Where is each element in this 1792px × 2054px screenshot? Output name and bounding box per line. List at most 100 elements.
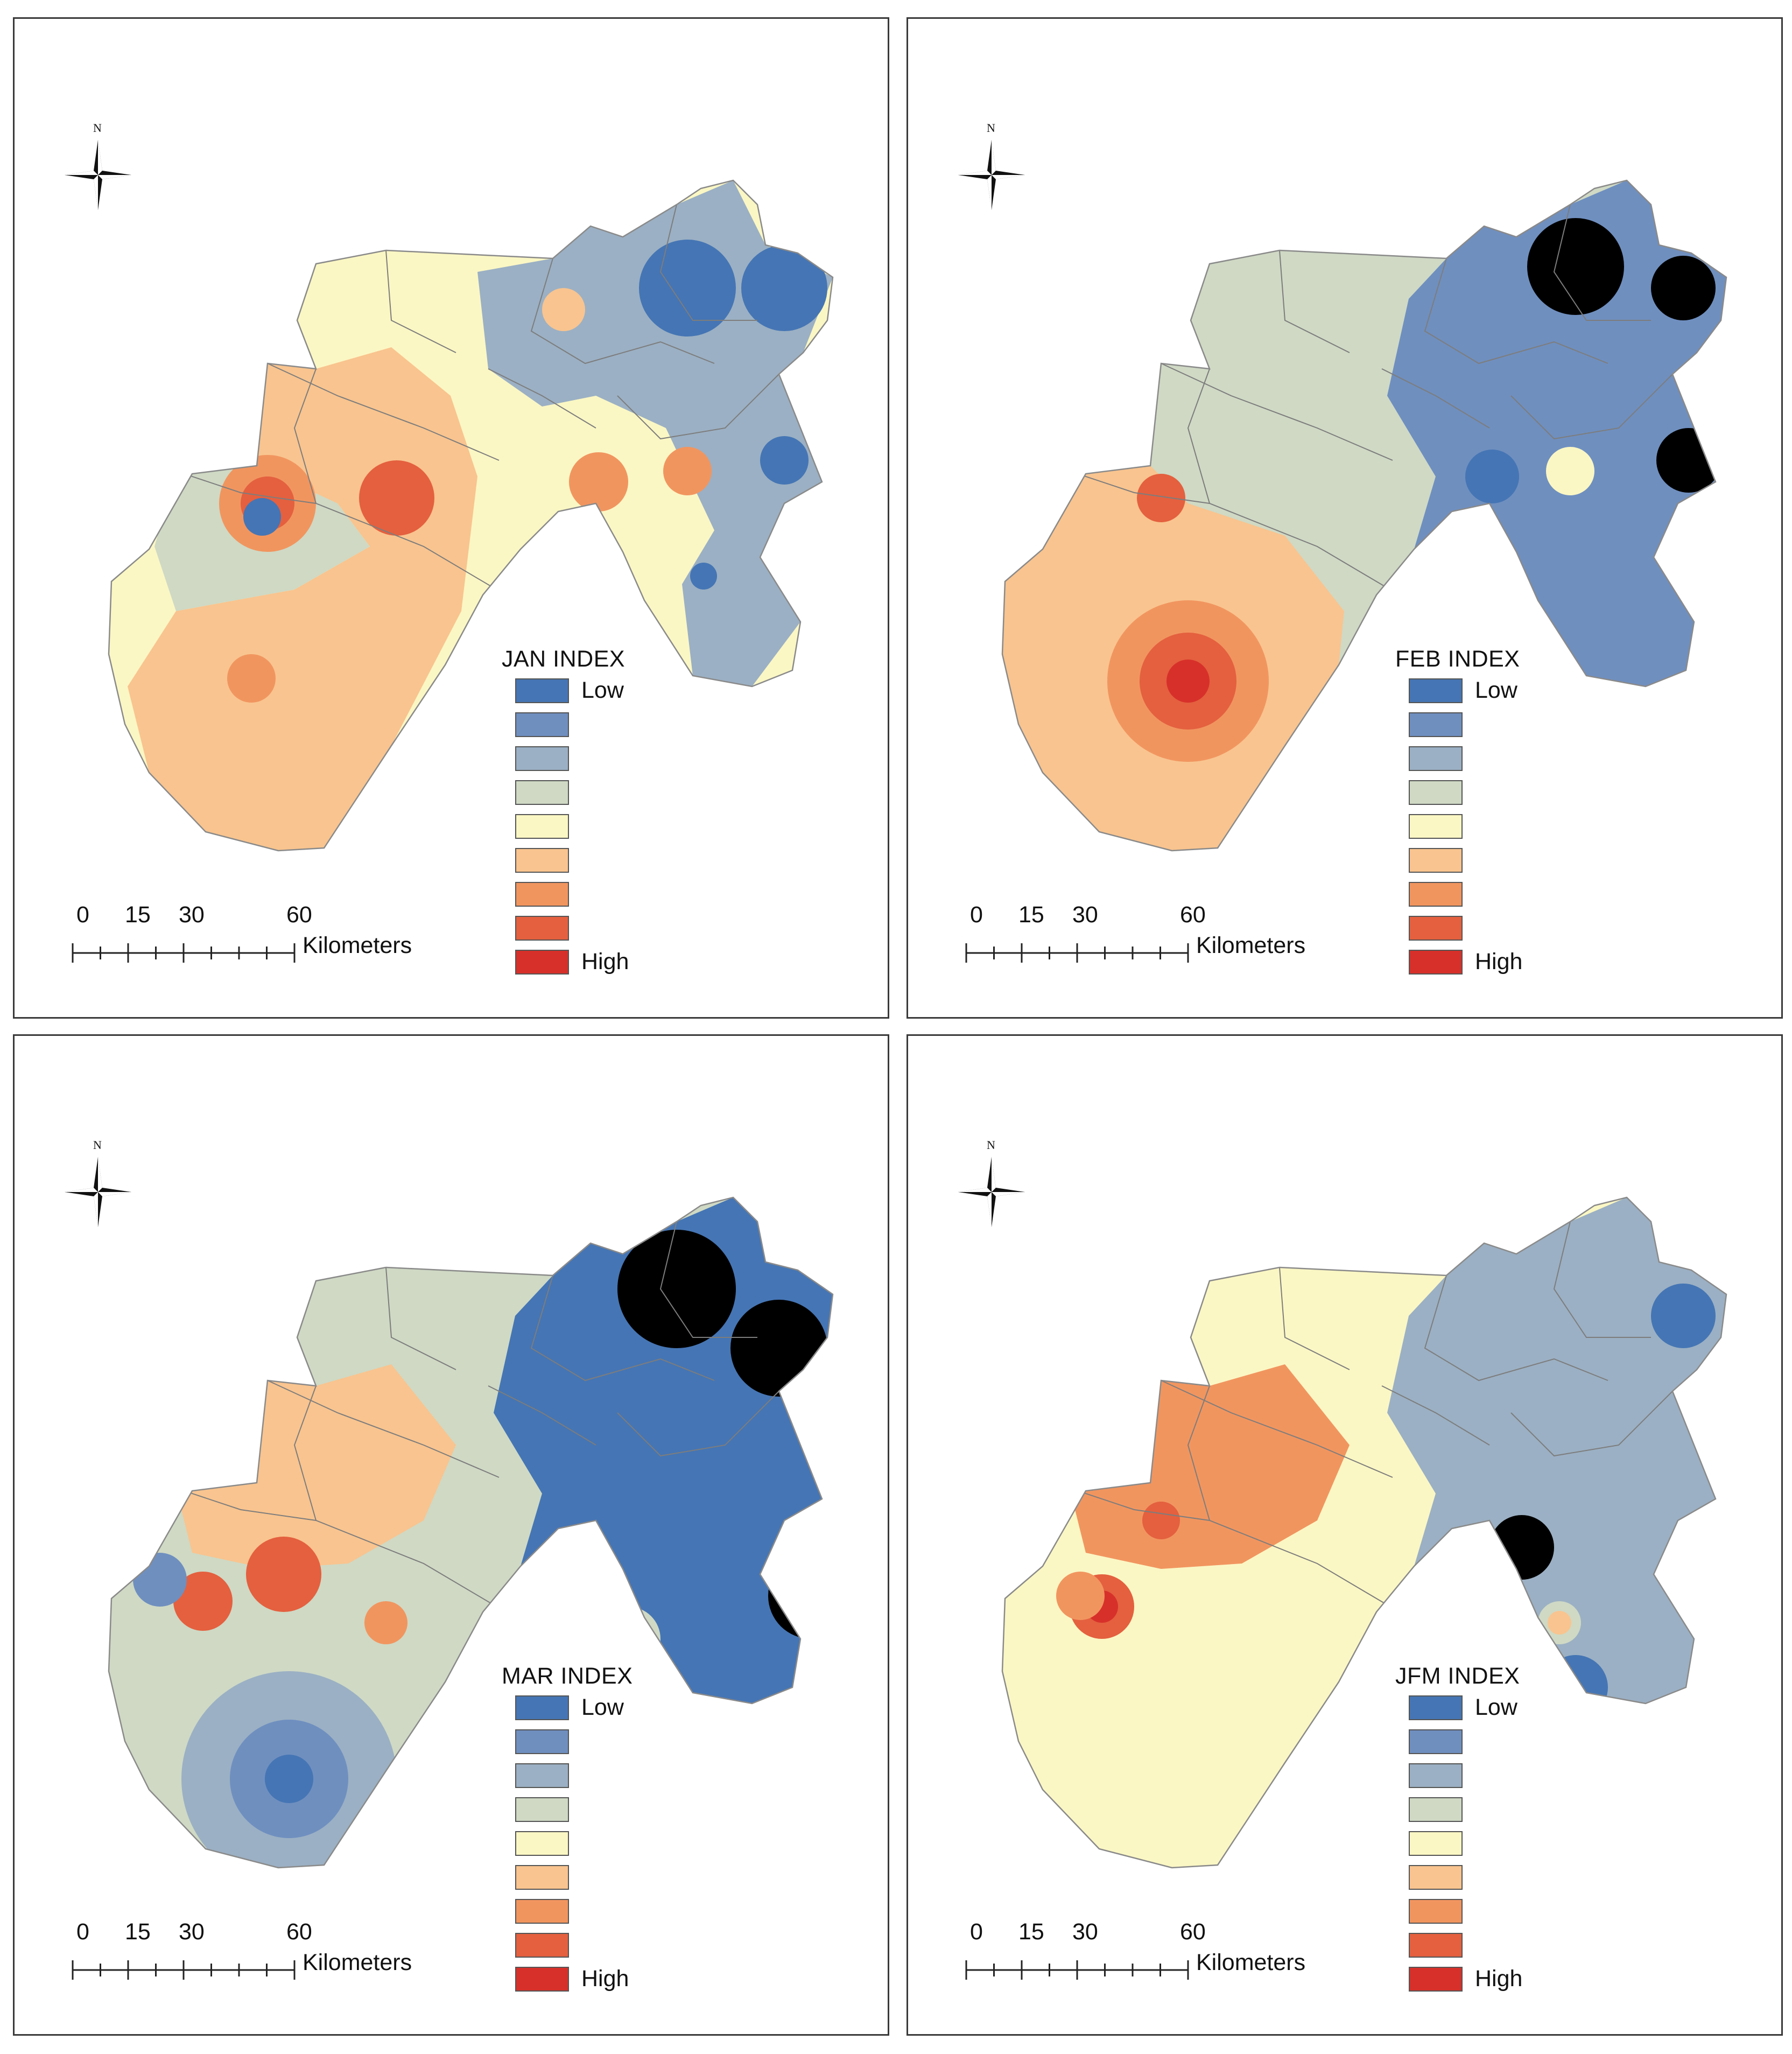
hotspot <box>133 1553 187 1607</box>
legend-swatch <box>1409 916 1463 941</box>
legend-item <box>1395 812 1638 846</box>
index-map <box>958 1157 1727 1980</box>
surface-layer <box>109 180 833 851</box>
scale-unit-label: Kilometers <box>1196 933 1306 958</box>
legend-item <box>1395 744 1638 778</box>
legend-item <box>1395 846 1638 880</box>
legend-low-label: Low <box>1475 1694 1517 1720</box>
hotspot <box>569 452 628 511</box>
hotspot <box>1527 218 1624 315</box>
legend-swatch <box>1409 678 1463 703</box>
legend-swatch <box>1409 950 1463 975</box>
hotspot <box>1548 1611 1571 1635</box>
legend-item <box>502 1761 744 1795</box>
admin-boundary <box>1553 1221 1651 1338</box>
legend-low-label: Low <box>581 677 624 703</box>
hotspot <box>617 1230 736 1348</box>
hotspot <box>1651 1284 1716 1348</box>
scale-unit-label: Kilometers <box>1196 1950 1306 1975</box>
legend-low-label: Low <box>1475 677 1517 703</box>
hotspot <box>1142 1502 1180 1539</box>
scale-label: 60 <box>286 1919 312 1945</box>
legend-item: High <box>502 1965 744 1999</box>
legend-swatch <box>515 814 569 839</box>
admin-boundary <box>1069 1488 1436 1634</box>
index-map <box>958 140 1727 963</box>
legend-item <box>1395 778 1638 812</box>
hotspot <box>1465 450 1519 503</box>
legend-item: Low <box>502 1693 744 1727</box>
legend-swatch <box>515 1797 569 1822</box>
admin-boundary <box>293 368 317 504</box>
admin-boundary <box>1279 1267 1350 1370</box>
legend-item <box>1395 1897 1638 1931</box>
legend-swatch <box>1409 1899 1463 1924</box>
legend: FEB INDEX Low High <box>1395 646 1638 982</box>
legend-item: Low <box>1395 676 1638 710</box>
legend-swatch <box>515 746 569 771</box>
scale-label: 15 <box>125 1919 151 1945</box>
legend-item <box>502 1897 744 1931</box>
hotspot <box>730 1300 827 1397</box>
hotspot <box>1656 428 1721 493</box>
admin-boundary <box>267 1380 500 1478</box>
legend-swatch <box>515 1933 569 1958</box>
legend-item <box>1395 1761 1638 1795</box>
hotspot <box>741 245 827 331</box>
admin-boundary <box>617 374 779 440</box>
legend-item <box>1395 1727 1638 1761</box>
legend-high-label: High <box>581 1966 629 1992</box>
scale-label: 15 <box>1018 902 1044 928</box>
legend-title: JAN INDEX <box>502 646 626 672</box>
admin-boundary <box>1381 368 1490 429</box>
admin-boundary <box>1187 1385 1210 1521</box>
legend-item <box>502 1727 744 1761</box>
hotspot <box>364 1601 407 1644</box>
admin-boundary <box>1187 368 1210 504</box>
zone-east <box>1387 180 1726 686</box>
admin-boundary <box>267 363 500 461</box>
legend-item <box>1395 1863 1638 1897</box>
legend-high-label: High <box>1475 1966 1523 1992</box>
admin-boundary <box>617 1391 779 1457</box>
admin-boundary <box>175 1488 543 1634</box>
zone-northwest <box>176 1364 456 1569</box>
index-map <box>65 1157 834 1980</box>
hotspot <box>760 436 809 485</box>
region-outline <box>108 1196 834 1869</box>
admin-boundary <box>659 1221 757 1338</box>
legend-item <box>502 1863 744 1897</box>
scale-label: 60 <box>1180 902 1206 928</box>
legend-swatch <box>515 1763 569 1788</box>
map-panel-feb: N 0 15 30 60 Kilometers FEB INDEX Low High <box>906 17 1783 1019</box>
scale-bar <box>72 1960 296 1980</box>
compass-rose-icon <box>65 1157 131 1227</box>
hotspot <box>1446 1564 1500 1617</box>
admin-boundary <box>1510 374 1673 440</box>
north-label: N <box>93 1138 102 1152</box>
hotspot <box>265 1755 313 1803</box>
legend-swatch <box>1409 1729 1463 1754</box>
scale-label: 30 <box>1072 902 1098 928</box>
map-panel-jan: N 0 15 30 60 Kilometers JAN INDEX Low High <box>13 17 889 1019</box>
legend-swatch <box>1409 1831 1463 1856</box>
legend: JFM INDEX Low High <box>1395 1663 1638 1999</box>
scale-label: 60 <box>1180 1919 1206 1945</box>
scale-label: 0 <box>76 1919 89 1945</box>
legend-swatch <box>515 1831 569 1856</box>
legend-swatch <box>515 678 569 703</box>
legend-swatch <box>515 1967 569 1992</box>
legend-item: High <box>1395 1965 1638 1999</box>
hotspot <box>639 240 736 337</box>
legend-swatch <box>515 882 569 907</box>
legend-swatch <box>1409 1967 1463 1992</box>
admin-boundary <box>1424 258 1608 364</box>
legend-swatch <box>515 1695 569 1720</box>
legend-item: High <box>502 948 744 982</box>
legend-low-label: Low <box>581 1694 624 1720</box>
legend-swatch <box>515 916 569 941</box>
hotspot <box>1546 447 1594 495</box>
legend-swatch <box>1409 1797 1463 1822</box>
hotspot <box>768 1553 833 1639</box>
scale-unit-label: Kilometers <box>303 1950 412 1975</box>
